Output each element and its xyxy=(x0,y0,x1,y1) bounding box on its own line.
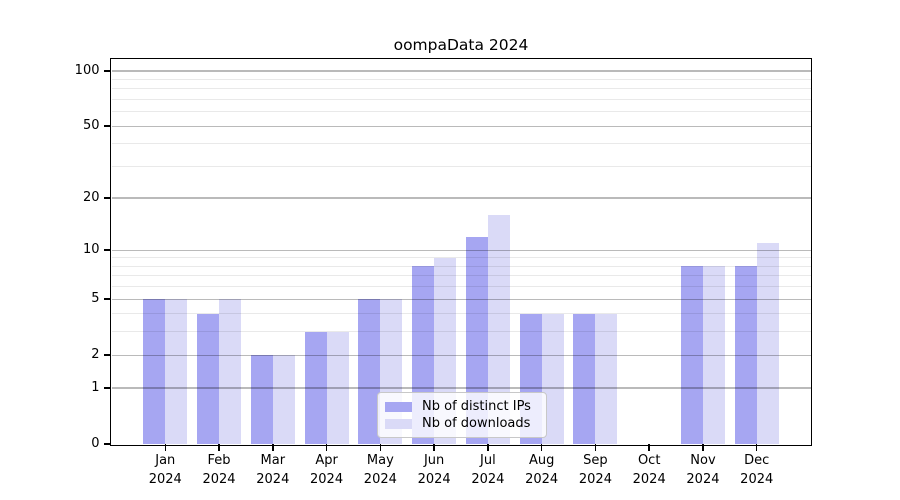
x-tick-label: Nov 2024 xyxy=(686,453,720,487)
x-tick-label: Dec 2024 xyxy=(740,453,774,487)
bar-ips-jan xyxy=(143,299,166,444)
y-axis-tick xyxy=(103,125,110,127)
x-tick-label: Jan 2024 xyxy=(148,453,182,487)
y-gridline-major xyxy=(111,125,811,127)
y-gridline-minor xyxy=(111,143,811,145)
y-gridline-minor xyxy=(111,78,811,80)
y-gridline-major xyxy=(111,354,811,356)
x-axis-tick xyxy=(218,444,220,451)
x-tick-label: Jul 2024 xyxy=(471,453,505,487)
x-tick-label: Jun 2024 xyxy=(417,453,451,487)
bar-downloads-jan xyxy=(165,299,188,444)
legend-swatch-downloads-icon xyxy=(385,418,412,429)
y-tick-label: 5 xyxy=(91,291,100,307)
bar-downloads-sep xyxy=(595,313,618,444)
bar-downloads-apr xyxy=(326,331,349,444)
legend-label-ips: Nb of distinct IPs xyxy=(422,399,531,414)
y-gridline-major xyxy=(111,298,811,300)
x-tick-label: Sep 2024 xyxy=(578,453,612,487)
y-axis-tick xyxy=(103,443,110,445)
y-axis-tick xyxy=(103,70,110,72)
bar-downloads-mar xyxy=(272,355,295,444)
x-axis-tick xyxy=(433,444,435,451)
x-tick-label: Oct 2024 xyxy=(632,453,666,487)
bar-ips-mar xyxy=(250,355,273,444)
legend-swatch-ips-icon xyxy=(385,401,412,412)
y-gridline-major xyxy=(111,387,811,389)
y-gridline-minor xyxy=(111,165,811,167)
y-axis-tick xyxy=(103,387,110,389)
bar-downloads-aug xyxy=(541,313,564,444)
y-axis-tick xyxy=(103,298,110,300)
y-axis-tick xyxy=(103,197,110,199)
y-tick-label: 1 xyxy=(91,379,100,395)
bar-ips-dec xyxy=(734,266,757,444)
y-tick-label: 2 xyxy=(91,347,100,363)
x-axis-tick xyxy=(540,444,543,451)
x-axis-tick xyxy=(325,444,328,451)
y-tick-label: 10 xyxy=(82,242,100,258)
y-gridline-minor xyxy=(111,265,811,267)
y-gridline-minor xyxy=(111,286,811,288)
y-gridline-minor xyxy=(111,257,811,259)
bar-downloads-dec xyxy=(756,243,779,444)
x-tick-label: Apr 2024 xyxy=(310,453,344,487)
bar-ips-sep xyxy=(573,313,596,444)
bar-ips-nov xyxy=(680,266,703,444)
y-gridline-major xyxy=(111,249,811,251)
legend-item-downloads: Nb of downloads xyxy=(385,415,539,432)
bar-ips-apr xyxy=(304,331,327,444)
y-gridline-major xyxy=(111,70,811,72)
y-gridline-major xyxy=(111,197,811,199)
x-tick-label: May 2024 xyxy=(363,453,397,487)
y-tick-label: 20 xyxy=(82,189,100,205)
y-gridline-minor xyxy=(111,331,811,333)
y-tick-label: 0 xyxy=(91,436,100,451)
bar-ips-feb xyxy=(197,313,220,444)
y-tick-label: 100 xyxy=(74,63,100,78)
y-gridline-minor xyxy=(111,98,811,100)
bar-downloads-nov xyxy=(702,266,725,444)
legend-item-ips: Nb of distinct IPs xyxy=(385,398,539,415)
x-axis-tick xyxy=(379,444,382,451)
legend-label-downloads: Nb of downloads xyxy=(422,416,531,431)
x-axis-tick xyxy=(164,444,167,451)
x-axis-tick xyxy=(272,444,274,451)
x-tick-label: Feb 2024 xyxy=(202,453,236,487)
x-tick-label: Aug 2024 xyxy=(525,453,559,487)
x-axis-tick xyxy=(594,444,597,451)
x-axis-tick xyxy=(702,444,704,451)
legend: Nb of distinct IPs Nb of downloads xyxy=(377,392,547,438)
x-axis-tick xyxy=(487,444,489,451)
bar-downloads-jul xyxy=(487,215,510,444)
x-axis-tick xyxy=(755,444,758,451)
y-axis-tick xyxy=(103,249,110,251)
bar-downloads-feb xyxy=(219,299,242,444)
chart-title: oompaData 2024 xyxy=(393,36,529,54)
y-gridline-minor xyxy=(111,275,811,277)
y-axis-tick xyxy=(103,354,110,356)
x-axis-tick xyxy=(648,444,650,451)
x-tick-label: Mar 2024 xyxy=(256,453,290,487)
y-tick-label: 50 xyxy=(82,118,100,134)
bar-ips-may xyxy=(358,299,381,444)
y-gridline-minor xyxy=(111,88,811,90)
y-gridline-minor xyxy=(111,111,811,113)
y-gridline-minor xyxy=(111,313,811,315)
